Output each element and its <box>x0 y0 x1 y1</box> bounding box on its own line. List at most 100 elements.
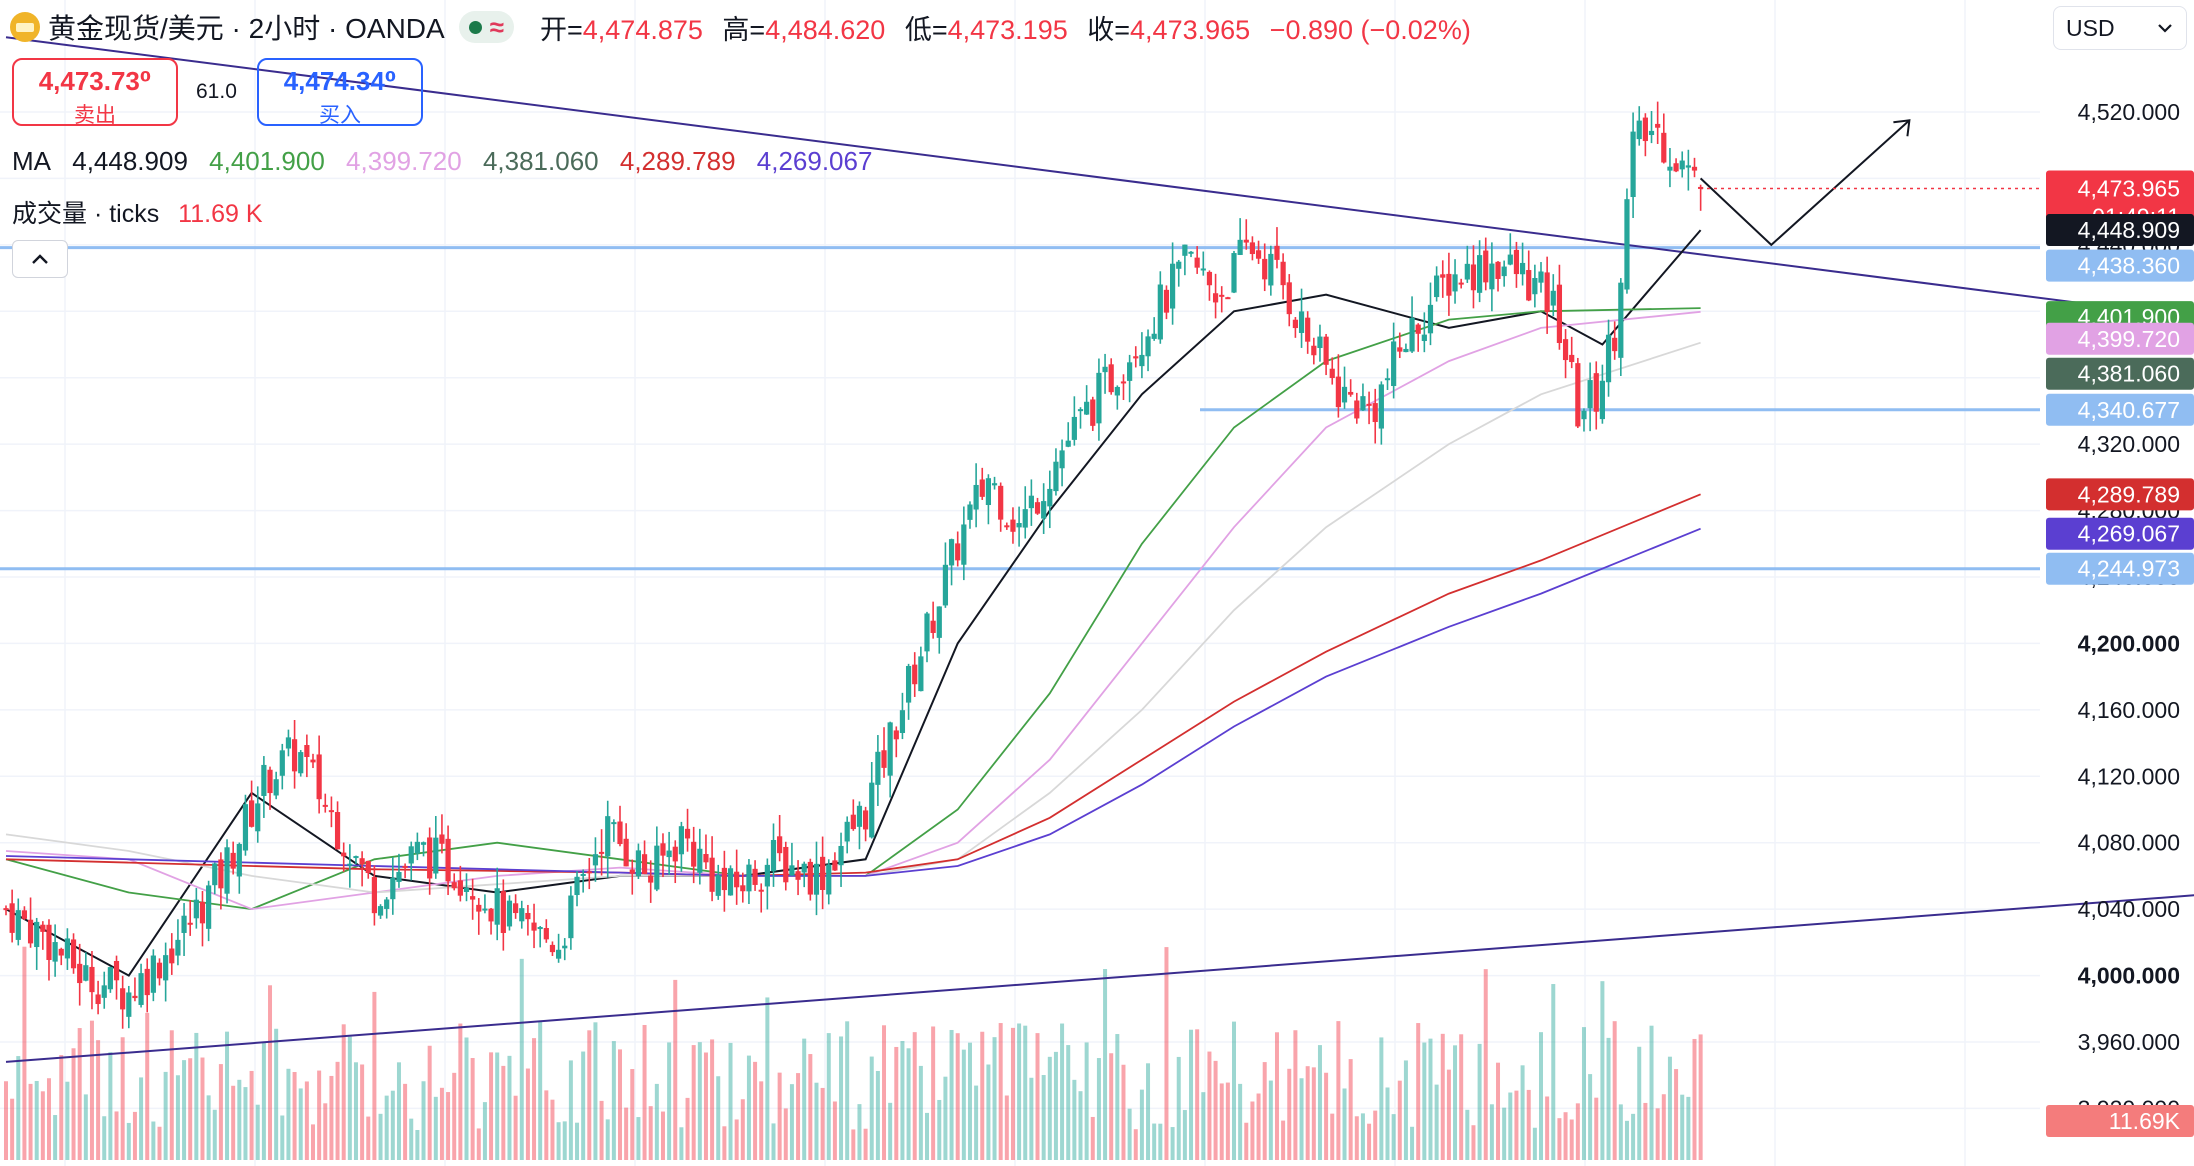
candle-body <box>1028 495 1034 509</box>
level2-tag-bg <box>2046 393 2194 426</box>
candle-body <box>795 871 801 880</box>
ma5-tag-bg <box>2046 478 2194 511</box>
volume-bar <box>1551 984 1556 1160</box>
volume-bar <box>716 1076 721 1160</box>
candle-body <box>113 960 120 981</box>
buy-button[interactable]: 4,474.34⁰ 买入 <box>257 58 423 127</box>
candle-body <box>1415 324 1421 334</box>
candle-body <box>1127 362 1133 381</box>
buy-label: 买入 <box>319 104 361 127</box>
candle-body <box>1495 261 1501 279</box>
volume-bar <box>1348 1059 1353 1160</box>
candle-body <box>1655 123 1661 128</box>
candle-body <box>310 759 316 763</box>
volume-bar <box>396 1062 401 1160</box>
candle-body <box>1231 253 1237 293</box>
volume-bar <box>1643 1102 1648 1160</box>
level3-tag-bg <box>2046 552 2194 585</box>
candle-body <box>1538 271 1544 283</box>
volume-bar <box>986 1064 991 1160</box>
candle-body <box>844 821 850 842</box>
volume-bar <box>562 1121 567 1160</box>
candle-body <box>1581 410 1587 420</box>
candle-body <box>1575 363 1581 427</box>
candle-body <box>1378 384 1384 429</box>
volume-bar <box>673 979 678 1160</box>
volume-bar <box>507 1055 512 1160</box>
volume-bar <box>34 1080 39 1160</box>
candle-body <box>1605 334 1612 383</box>
last-price-tag: 4,473.965 <box>2078 175 2180 201</box>
market-status-pill[interactable]: ≈ <box>458 11 514 43</box>
candle-body <box>1562 339 1569 361</box>
candle-body <box>396 872 402 882</box>
volume-bar <box>1477 1043 1482 1160</box>
volume-bar <box>495 1052 500 1160</box>
symbol-title[interactable]: 黄金现货/美元 · 2小时 · OANDA <box>48 13 445 44</box>
volume-bar <box>28 1083 33 1160</box>
candle-body <box>476 904 482 912</box>
volume-bar <box>476 1128 481 1160</box>
volume-bar <box>863 1128 868 1160</box>
candle-body <box>377 906 384 916</box>
candle-body <box>9 903 15 933</box>
candle-body <box>138 973 144 1005</box>
price-axis-tick: 4,000.000 <box>2078 963 2180 989</box>
candle-body <box>1673 163 1679 172</box>
volume-bar <box>550 1099 555 1160</box>
volume-bar <box>759 1081 764 1160</box>
volume-bar <box>1238 1083 1243 1160</box>
volume-bar <box>1360 1113 1365 1160</box>
candle-body <box>789 865 795 876</box>
candle-body <box>1065 440 1071 447</box>
volume-bar <box>1600 981 1605 1160</box>
candle-body <box>641 854 648 875</box>
candle-body <box>175 939 181 956</box>
volume-bar <box>1293 1030 1298 1160</box>
candle-body <box>1335 376 1341 408</box>
volume-bar <box>83 1094 88 1160</box>
projection-path <box>1699 119 1911 247</box>
volume-bar <box>139 1077 144 1160</box>
volume-bar <box>452 1072 457 1160</box>
volume-bar <box>814 1082 819 1160</box>
volume-bar <box>740 1099 745 1160</box>
ma-legend[interactable]: MA 4,448.909 4,401.900 4,399.720 4,381.0… <box>12 146 886 177</box>
volume-bar <box>587 1030 592 1160</box>
candle-body <box>1041 501 1047 519</box>
volume-bar <box>1274 1032 1279 1160</box>
candle-body <box>752 868 758 885</box>
volume-bar <box>826 1033 831 1160</box>
volume-bar <box>206 1095 211 1160</box>
volume-bar <box>1066 1045 1071 1160</box>
volume-bar <box>458 1023 463 1160</box>
candle-body <box>353 856 359 859</box>
candle-body <box>1255 250 1262 259</box>
volume-bar <box>532 1038 537 1160</box>
horizontal-levels <box>0 246 2040 571</box>
level1-tag-bg <box>2046 249 2194 282</box>
volume-bar <box>581 1051 586 1160</box>
close-label: 收= <box>1087 14 1131 45</box>
candle-body <box>1458 282 1464 285</box>
sell-button[interactable]: 4,473.73⁰ 卖出 <box>12 58 178 127</box>
volume-bar <box>1207 1051 1212 1160</box>
candle-body <box>1434 275 1440 298</box>
ma3-tag-bg <box>2046 322 2194 355</box>
volume-bar <box>1397 1080 1402 1160</box>
currency-select[interactable]: USD <box>2053 6 2187 50</box>
volume-bar <box>243 1087 248 1160</box>
candle-body <box>1341 386 1348 403</box>
candle-body <box>525 912 531 920</box>
volume-bar <box>1010 1027 1015 1160</box>
ma1-tag-bg <box>2046 214 2194 247</box>
volume-legend[interactable]: 成交量 · ticks 11.69 K <box>12 194 263 230</box>
collapse-legend-button[interactable] <box>12 240 68 278</box>
candle-body <box>998 485 1004 520</box>
candle-body <box>740 885 746 892</box>
volume-bar <box>1103 969 1108 1160</box>
volume-bar <box>292 1071 297 1160</box>
volume-bar <box>618 1049 622 1160</box>
volume-bar <box>1317 1045 1322 1160</box>
